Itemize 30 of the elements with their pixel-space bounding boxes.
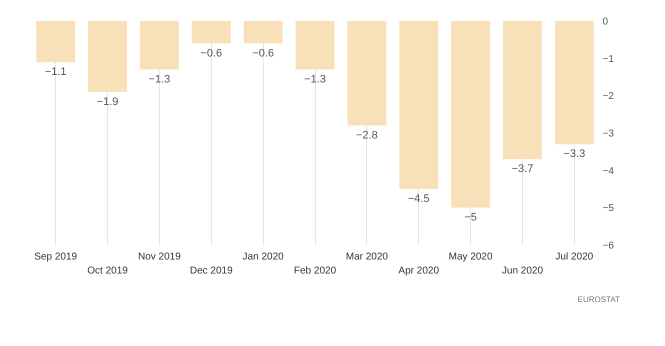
x-tick-label: Mar 2020 <box>346 252 388 262</box>
data-label: −3.7 <box>512 163 534 176</box>
y-tick-label: 0 <box>602 16 608 28</box>
x-tick-label: Jun 2020 <box>502 266 544 276</box>
data-label: −1.3 <box>304 74 326 86</box>
data-label: −0.6 <box>252 47 274 60</box>
y-tick-label: −6 <box>602 240 614 252</box>
data-label: −5 <box>464 212 477 224</box>
x-tick-label: May 2020 <box>448 252 493 262</box>
text: EUROSTAT <box>578 295 620 304</box>
x-tick-label: Nov 2019 <box>138 252 182 262</box>
x-tick-label: Jul 2020 <box>555 252 594 262</box>
data-label: −0.6 <box>200 47 222 60</box>
data-label: −2.8 <box>356 130 378 142</box>
x-tick-label: Dec 2019 <box>190 266 234 276</box>
data-label: −1.1 <box>44 66 67 78</box>
y-tick-label: −1 <box>602 54 614 65</box>
y-tick-label: −3 <box>602 128 614 140</box>
x-tick-label: Sep 2019 <box>34 252 78 262</box>
y-tick-label: −4 <box>602 166 614 177</box>
data-label: −3.3 <box>563 148 586 160</box>
y-tick-label: −2 <box>602 91 614 102</box>
data-label: −1.3 <box>148 74 170 86</box>
data-label: −4.5 <box>408 193 430 205</box>
x-tick-label: Apr 2020 <box>398 266 440 276</box>
y-tick-label: −5 <box>602 203 614 214</box>
x-tick-label: Feb 2020 <box>294 266 337 276</box>
x-tick-label: Jan 2020 <box>242 252 284 262</box>
x-tick-label: Oct 2019 <box>87 266 128 276</box>
data-label: −1.9 <box>96 96 118 108</box>
